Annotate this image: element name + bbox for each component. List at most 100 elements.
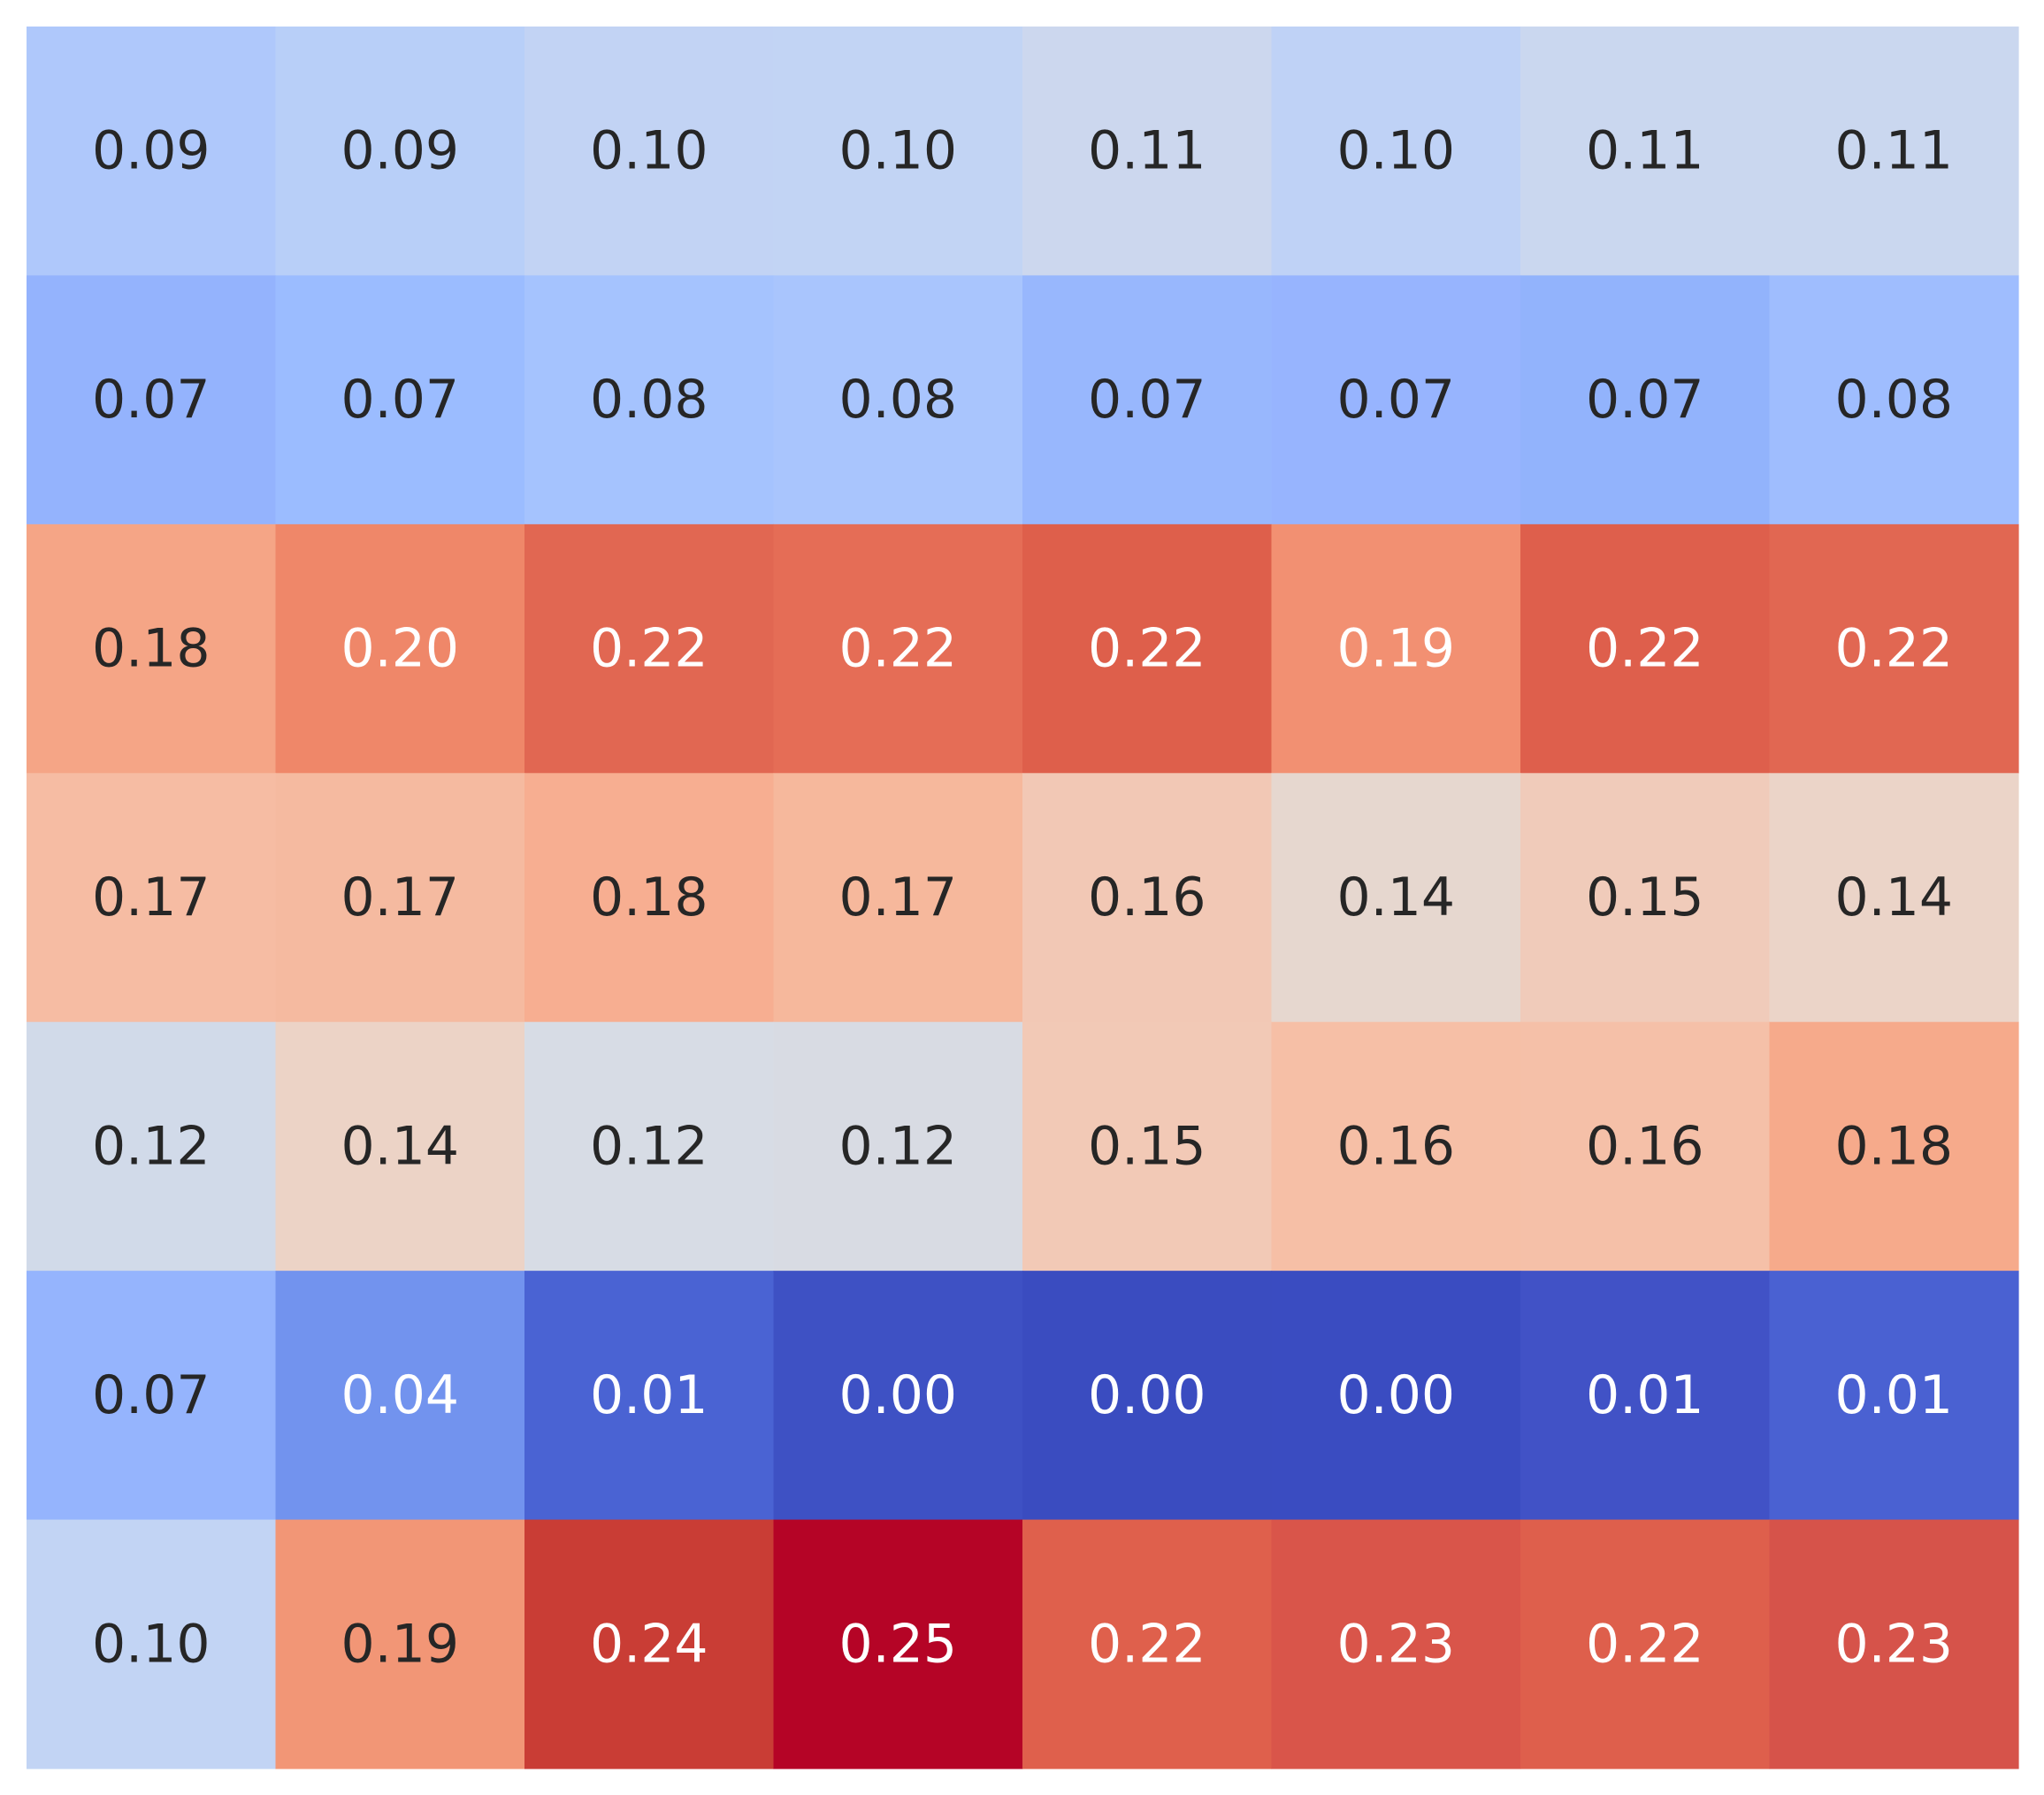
heatmap-cell-label: 0.16 bbox=[1336, 1115, 1455, 1177]
heatmap-cell-label: 0.01 bbox=[590, 1364, 708, 1426]
heatmap-cell-label: 0.04 bbox=[341, 1364, 459, 1426]
heatmap-cell-label: 0.08 bbox=[1834, 369, 1953, 431]
heatmap-cell bbox=[1271, 523, 1521, 774]
heatmap-cell-label: 0.22 bbox=[1586, 618, 1704, 680]
heatmap-cell-label: 0.11 bbox=[1834, 120, 1953, 182]
heatmap-cell bbox=[1520, 523, 1771, 774]
heatmap-cell bbox=[1520, 27, 1771, 277]
heatmap-cell bbox=[1271, 275, 1521, 525]
heatmap-cell bbox=[1271, 1271, 1521, 1521]
heatmap-cell-label: 0.09 bbox=[341, 120, 459, 182]
heatmap-cell bbox=[1769, 1271, 2019, 1521]
heatmap-cell-label: 0.07 bbox=[92, 369, 211, 431]
heatmap-cell-label: 0.08 bbox=[590, 369, 708, 431]
heatmap-cell-label: 0.15 bbox=[1088, 1115, 1206, 1177]
heatmap-cell bbox=[1271, 773, 1521, 1023]
heatmap-cell bbox=[524, 1519, 775, 1769]
heatmap-cell bbox=[1769, 1021, 2019, 1272]
heatmap-cell bbox=[1769, 275, 2019, 525]
heatmap-cell bbox=[27, 27, 277, 277]
heatmap-cell-label: 0.12 bbox=[590, 1115, 708, 1177]
heatmap-cell-label: 0.16 bbox=[1088, 867, 1206, 928]
heatmap-cell-label: 0.01 bbox=[1586, 1364, 1704, 1426]
heatmap-cell-label: 0.09 bbox=[92, 120, 211, 182]
heatmap-cell bbox=[1022, 1021, 1273, 1272]
heatmap-cell bbox=[1520, 1271, 1771, 1521]
heatmap-cell-label: 0.16 bbox=[1586, 1115, 1704, 1177]
heatmap-cell bbox=[275, 1519, 525, 1769]
heatmap-cell bbox=[1271, 27, 1521, 277]
heatmap-cell-label: 0.22 bbox=[838, 618, 957, 680]
heatmap-cell bbox=[773, 27, 1023, 277]
heatmap-cell-label: 0.17 bbox=[838, 867, 957, 928]
heatmap-cell bbox=[1769, 523, 2019, 774]
heatmap-cell-label: 0.18 bbox=[92, 618, 211, 680]
heatmap-cell-label: 0.12 bbox=[92, 1115, 211, 1177]
heatmap-cell bbox=[27, 1271, 277, 1521]
heatmap-cell-label: 0.22 bbox=[1586, 1613, 1704, 1675]
heatmap-cell bbox=[1520, 275, 1771, 525]
heatmap-cell-label: 0.22 bbox=[1834, 618, 1953, 680]
heatmap-cell bbox=[1022, 27, 1273, 277]
heatmap-cell bbox=[27, 1021, 277, 1272]
heatmap-cell-label: 0.20 bbox=[341, 618, 459, 680]
heatmap-cell bbox=[1769, 27, 2019, 277]
heatmap-cell-label: 0.10 bbox=[1336, 120, 1455, 182]
heatmap-cell-label: 0.10 bbox=[92, 1613, 211, 1675]
heatmap-cell-label: 0.11 bbox=[1586, 120, 1704, 182]
heatmap-cell bbox=[27, 275, 277, 525]
heatmap-cell-label: 0.12 bbox=[838, 1115, 957, 1177]
heatmap-cell bbox=[275, 1021, 525, 1272]
heatmap-cell bbox=[1022, 523, 1273, 774]
heatmap-cell-label: 0.23 bbox=[1834, 1613, 1953, 1675]
heatmap-cell-label: 0.22 bbox=[590, 618, 708, 680]
heatmap-cell-label: 0.07 bbox=[1336, 369, 1455, 431]
heatmap-cell-label: 0.14 bbox=[341, 1115, 459, 1177]
heatmap-cell bbox=[275, 275, 525, 525]
heatmap-cell bbox=[1022, 1519, 1273, 1769]
heatmap-cell bbox=[773, 1021, 1023, 1272]
heatmap-cell bbox=[1520, 1021, 1771, 1272]
heatmap-cell-label: 0.07 bbox=[92, 1364, 211, 1426]
heatmap-cell-label: 0.19 bbox=[341, 1613, 459, 1675]
heatmap-cell bbox=[27, 773, 277, 1023]
heatmap-cell bbox=[524, 523, 775, 774]
heatmap-cell-label: 0.19 bbox=[1336, 618, 1455, 680]
heatmap-cell bbox=[275, 773, 525, 1023]
heatmap-cell bbox=[773, 275, 1023, 525]
heatmap-cell bbox=[275, 523, 525, 774]
heatmap-cell bbox=[773, 1519, 1023, 1769]
heatmap-cell-label: 0.22 bbox=[1088, 1613, 1206, 1675]
heatmap-cell bbox=[524, 275, 775, 525]
heatmap-cell-labels: 0.09 0.09 0.10 0.10 0.11 0.10 0.11 0.11 0.07 0.07… bbox=[92, 120, 1953, 1676]
heatmap-cell bbox=[1769, 1519, 2019, 1769]
heatmap-cell-label: 0.24 bbox=[590, 1613, 708, 1675]
heatmap-cell bbox=[27, 523, 277, 774]
heatmap-cell bbox=[275, 1271, 525, 1521]
heatmap-cell bbox=[1271, 1021, 1521, 1272]
heatmap-cell bbox=[1271, 1519, 1521, 1769]
heatmap-cell bbox=[27, 1519, 277, 1769]
heatmap-cell-label: 0.17 bbox=[92, 867, 211, 928]
heatmap-cell-label: 0.15 bbox=[1586, 867, 1704, 928]
heatmap-cell-label: 0.00 bbox=[838, 1364, 957, 1426]
heatmap-cell bbox=[524, 1021, 775, 1272]
heatmap-cell bbox=[1022, 1271, 1273, 1521]
heatmap-cell-label: 0.18 bbox=[1834, 1115, 1953, 1177]
heatmap-cell-label: 0.22 bbox=[1088, 618, 1206, 680]
heatmap-cell-label: 0.07 bbox=[341, 369, 459, 431]
heatmap-cell-label: 0.18 bbox=[590, 867, 708, 928]
heatmap-cell bbox=[1520, 773, 1771, 1023]
heatmap-cell-label: 0.25 bbox=[838, 1613, 957, 1675]
heatmap-cell bbox=[1520, 1519, 1771, 1769]
heatmap-cell-label: 0.00 bbox=[1088, 1364, 1206, 1426]
heatmap-cell-label: 0.14 bbox=[1834, 867, 1953, 928]
heatmap-cell bbox=[1022, 773, 1273, 1023]
heatmap-cell bbox=[773, 773, 1023, 1023]
heatmap-cell-label: 0.08 bbox=[838, 369, 957, 431]
heatmap-cells bbox=[27, 27, 2019, 1769]
heatmap-cell-label: 0.23 bbox=[1336, 1613, 1455, 1675]
heatmap-cell-label: 0.00 bbox=[1336, 1364, 1455, 1426]
heatmap-cell-label: 0.01 bbox=[1834, 1364, 1953, 1426]
